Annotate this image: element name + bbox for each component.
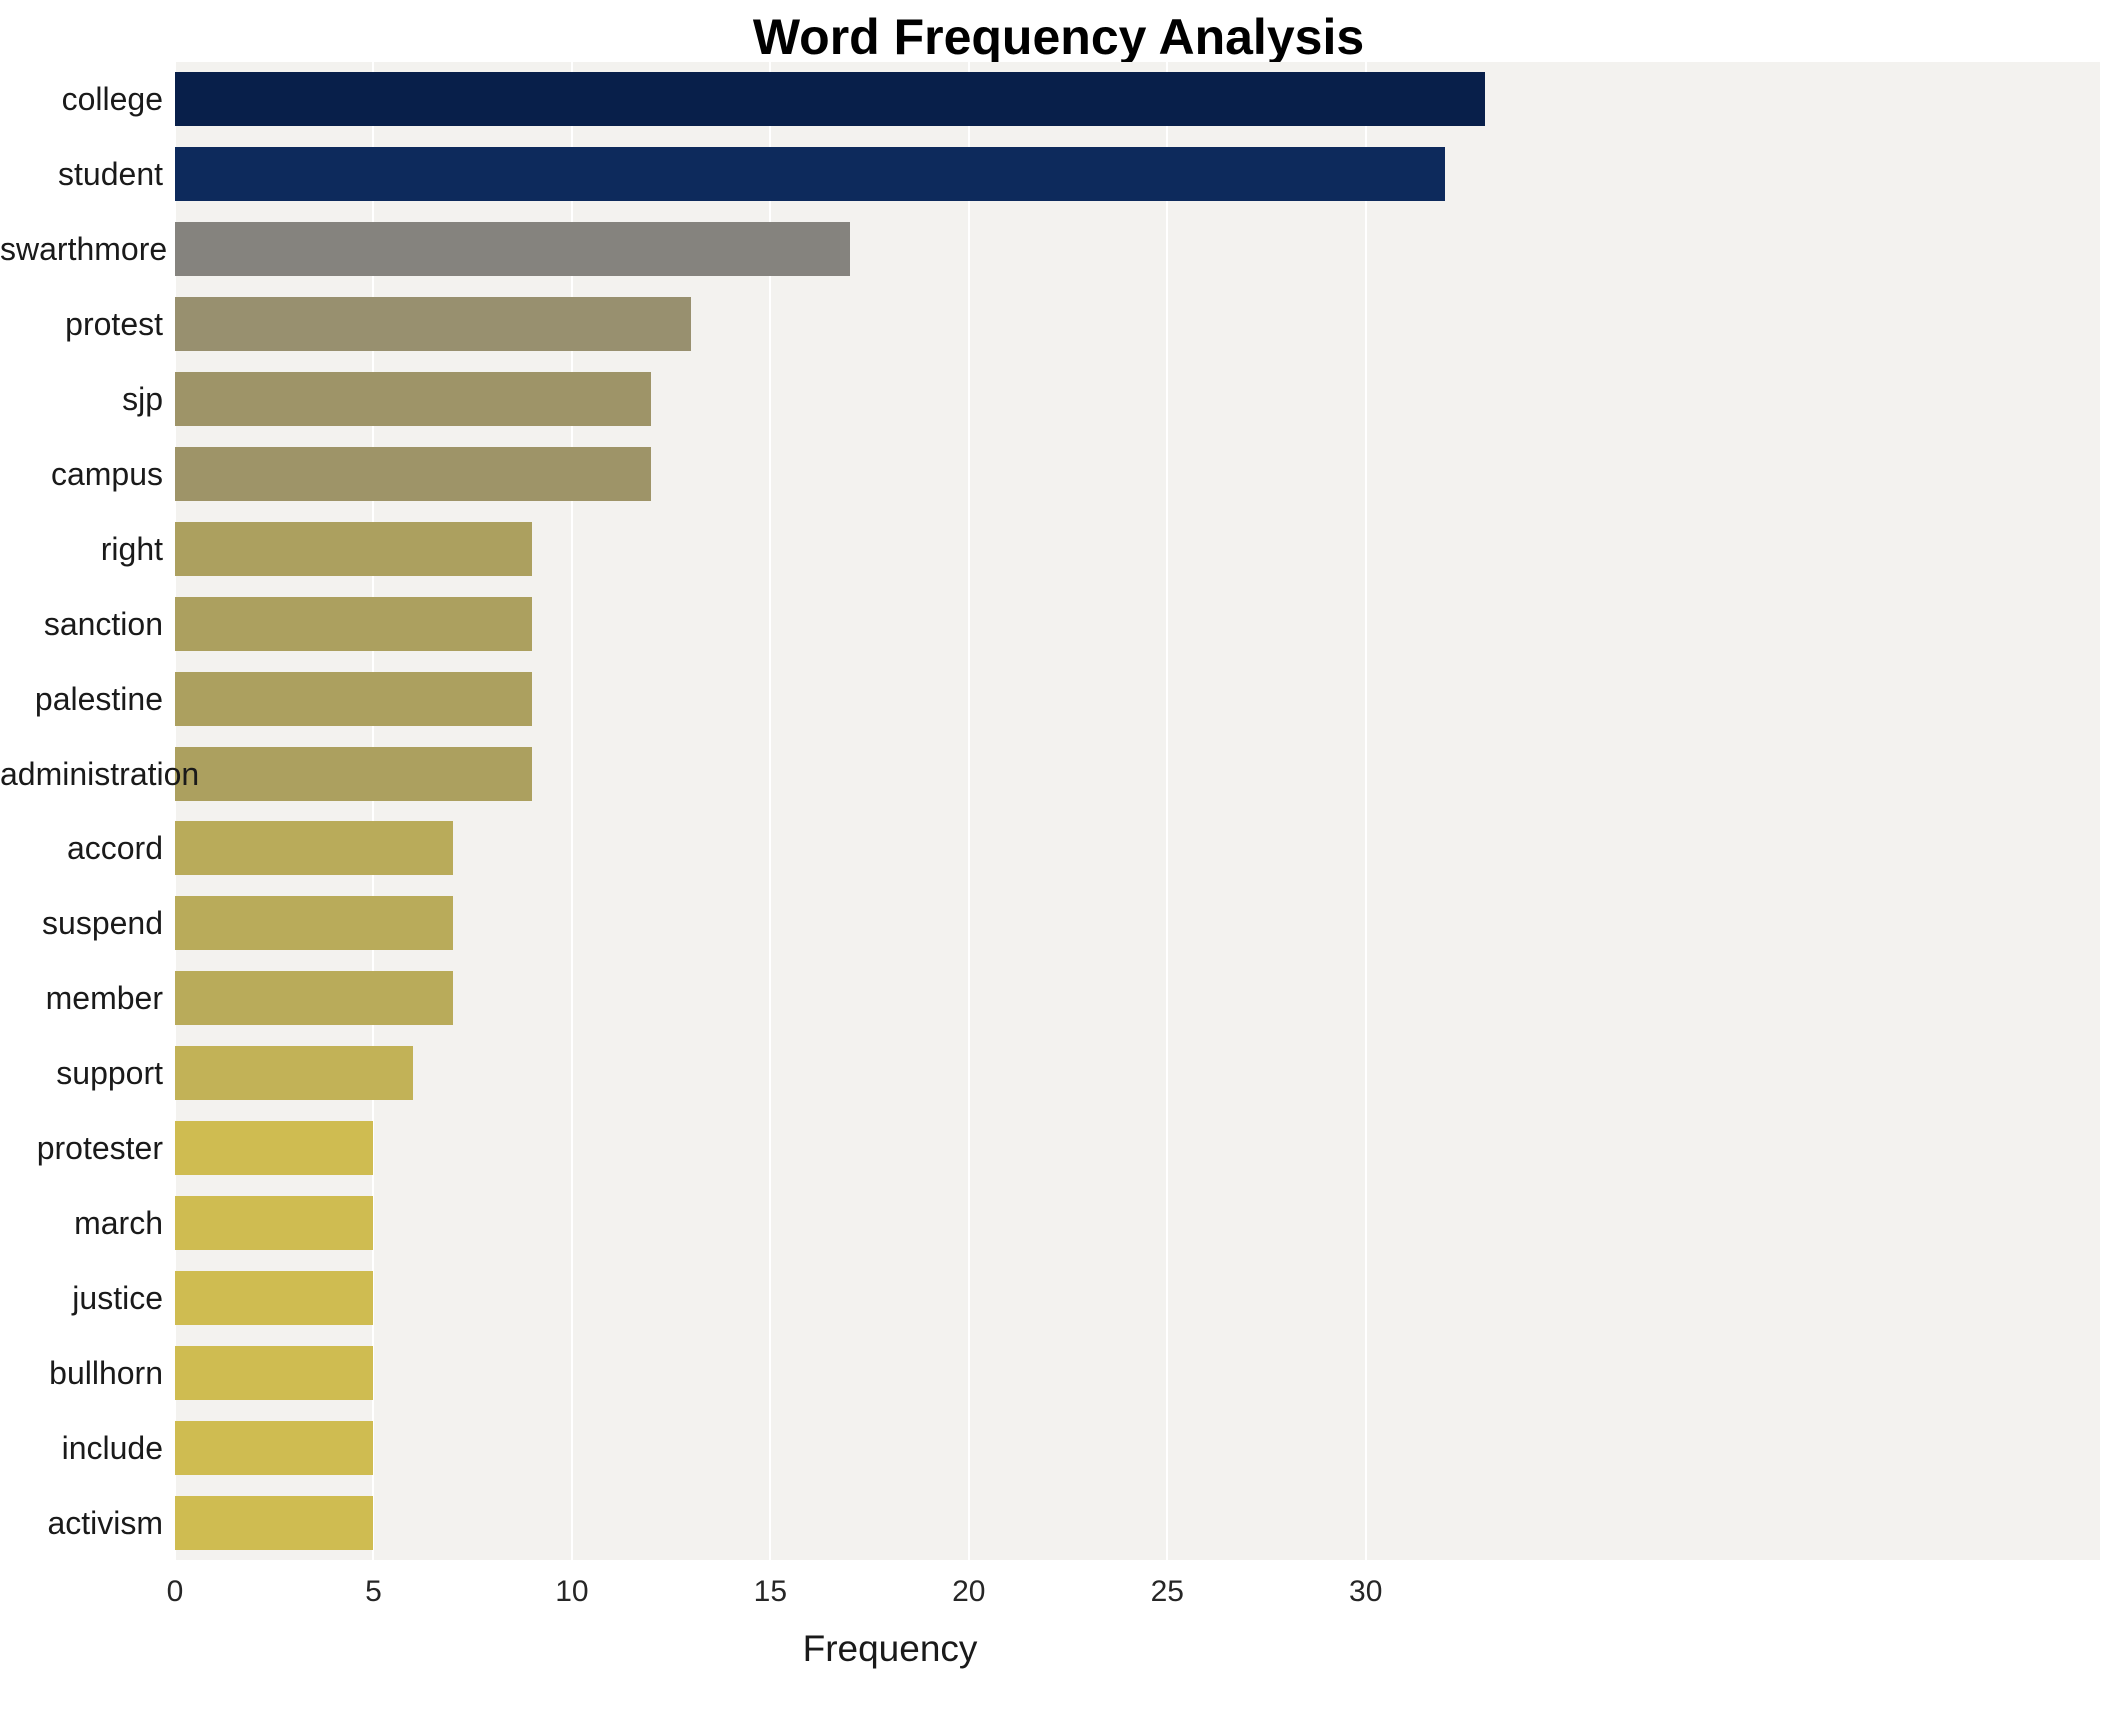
- y-tick-label: activism: [47, 1504, 163, 1541]
- y-tick-label: student: [58, 156, 163, 193]
- y-tick-label: protester: [36, 1130, 163, 1167]
- y-tick-label: bullhorn: [49, 1354, 163, 1391]
- bar-sanction: [175, 596, 533, 651]
- y-tick-label: accord: [66, 830, 163, 867]
- y-tick-label: march: [74, 1204, 163, 1241]
- y-tick-label: protest: [65, 306, 163, 343]
- bar-campus: [175, 446, 652, 501]
- y-tick-label: member: [45, 980, 163, 1017]
- y-tick-label: sjp: [122, 381, 163, 418]
- bar-justice: [175, 1270, 374, 1325]
- gridline: [967, 62, 970, 1560]
- y-tick-label: right: [100, 530, 163, 567]
- y-tick-label: administration: [0, 755, 200, 792]
- x-tick-label: 25: [1150, 1575, 1184, 1608]
- gridline: [1364, 62, 1367, 1560]
- y-tick-label: college: [61, 81, 163, 118]
- x-tick-label: 10: [555, 1575, 589, 1608]
- bar-member: [175, 971, 453, 1026]
- bar-palestine: [175, 671, 533, 726]
- gridline: [372, 62, 375, 1560]
- bar-protest: [175, 297, 691, 352]
- x-tick-label: 5: [365, 1575, 382, 1608]
- bar-protester: [175, 1121, 374, 1176]
- y-axis-labels: college student swarthmore protest sjp campus…: [0, 62, 200, 1560]
- bar-accord: [175, 821, 453, 876]
- gridline: [769, 62, 772, 1560]
- y-tick-label: suspend: [42, 905, 163, 942]
- gridline: [570, 62, 573, 1560]
- bar-sjp: [175, 372, 652, 427]
- gridline: [1166, 62, 1169, 1560]
- x-tick-label: 0: [166, 1575, 184, 1608]
- x-tick-label: 20: [952, 1575, 986, 1608]
- y-tick-label: sanction: [43, 605, 163, 642]
- x-axis-title: Frequency: [802, 1628, 978, 1669]
- bar-swarthmore: [175, 222, 850, 277]
- y-tick-label: palestine: [34, 680, 163, 717]
- bar-support: [175, 1046, 414, 1101]
- x-tick-label: 30: [1349, 1575, 1383, 1608]
- y-tick-label: include: [61, 1429, 163, 1466]
- bar-student: [175, 147, 1446, 202]
- chart-title: Word Frequency Analysis: [752, 9, 1365, 65]
- bar-bullhorn: [175, 1345, 374, 1400]
- bar-march: [175, 1195, 374, 1250]
- y-tick-label: campus: [50, 455, 163, 492]
- gridline: [174, 62, 176, 1560]
- y-tick-label: swarthmore: [0, 231, 168, 268]
- bar-activism: [175, 1495, 374, 1550]
- bar-college: [175, 72, 1485, 127]
- plot-area: [174, 62, 2100, 1560]
- bar-include: [175, 1420, 374, 1475]
- x-axis-ticks: 0 5 10 15 20 25 30: [0, 1574, 2117, 1614]
- y-tick-label: justice: [72, 1279, 163, 1316]
- bar-administration: [175, 746, 533, 801]
- bar-suspend: [175, 896, 453, 951]
- bar-right: [175, 521, 533, 576]
- x-tick-label: 15: [753, 1575, 788, 1608]
- y-tick-label: support: [56, 1055, 163, 1092]
